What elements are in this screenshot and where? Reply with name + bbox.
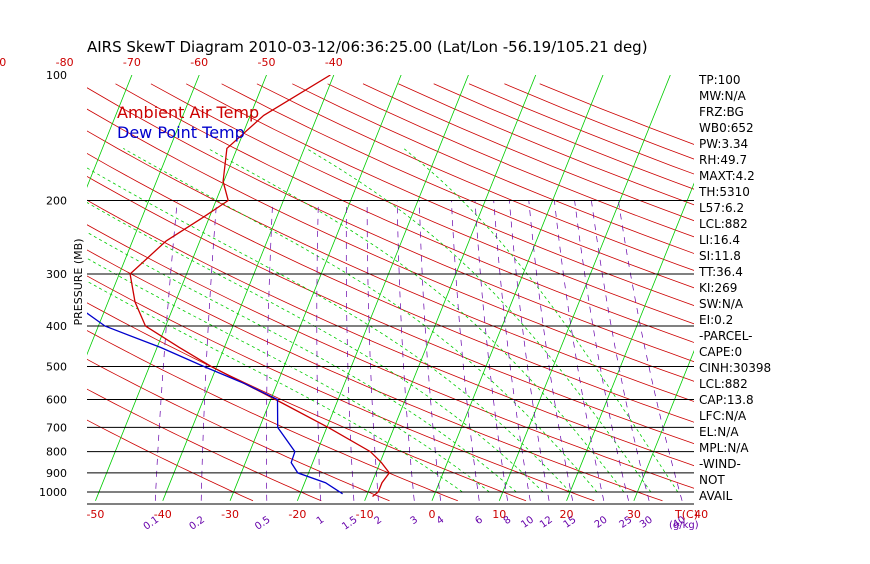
mixing-ratio-tick-label: 6 [473,514,485,527]
stability-index-item: CAPE:0 [699,345,742,359]
pressure-tick-label: 900 [46,467,67,480]
mixing-ratio-tick-label: 20 [593,514,610,530]
mixing-ratio-line [494,201,531,501]
stability-index-item: TT:36.4 [698,265,743,279]
chart-title: AIRS SkewT Diagram 2010-03-12/06:36:25.0… [87,38,648,56]
stability-index-item: SI:11.8 [699,249,741,263]
bottom-temp-tick-label: -10 [356,508,374,521]
bottom-temp-tick-label: -50 [86,508,104,521]
pressure-tick-label: 600 [46,393,67,406]
pressure-tick-label: 300 [46,268,67,281]
stability-index-item: MW:N/A [699,89,747,103]
dry-adiabat [222,84,870,501]
dry-adiabat [434,84,870,501]
stability-index-item: FRZ:BG [699,105,744,119]
isotherm [0,66,1,501]
stability-index-item: MPL:N/A [699,441,749,455]
dry-adiabat [186,84,870,501]
dry-adiabat [0,84,390,501]
dry-adiabat [469,84,870,501]
stability-index-item: CINH:30398 [699,361,771,375]
top-temp-tick-label: -80 [56,56,74,69]
stability-index-item: RH:49.7 [699,153,747,167]
stability-index-item: KI:269 [699,281,737,295]
dry-adiabat [0,84,321,501]
moist-adiabat [0,148,462,492]
pressure-tick-label: 100 [46,69,67,82]
legend-ambient-air-temp: Ambient Air Temp [117,103,259,122]
mixing-ratio-tick-label: 12 [538,514,555,530]
stability-index-item: PW:3.34 [699,137,748,151]
stability-index-item: EI:0.2 [699,313,733,327]
dry-adiabat [0,84,594,501]
stability-index-item: LFC:N/A [699,409,747,423]
stability-index-item: LCL:882 [699,377,748,391]
mixing-ratio-unit-label: (g/kg) [669,520,699,531]
mixing-ratio-tick-label: 3 [408,514,420,527]
stability-index-item: -WIND- [699,457,741,471]
pressure-tick-label: 200 [46,195,67,208]
stability-index-item: EL:N/A [699,425,739,439]
mixing-ratio-line [554,201,603,501]
top-temp-tick-label: -90 [0,56,6,69]
stability-indices: TP:100 MW:N/A FRZ:BG WB0:652 PW:3.34 RH:49.7 M… [698,73,771,503]
isotherm [297,66,472,501]
mixing-ratio-line [591,201,649,501]
mixing-ratio-tick-label: 10 [519,514,536,530]
mixing-ratio-tick-label: 0.2 [188,514,207,532]
isotherm [0,66,68,501]
isotherm [432,66,607,501]
pressure-tick-label: 1000 [39,486,67,499]
mixing-ratio-tick-label: 1 [315,514,327,527]
mixing-ratio-line [509,201,549,501]
stability-index-item: AVAIL [699,489,733,503]
mixing-ratio-tick-label: 4 [435,514,447,527]
bottom-temp-tick-label: -20 [288,508,306,521]
stability-index-item: L57:6.2 [699,201,744,215]
mixing-ratio-line [201,201,217,501]
mixing-ratio-line [367,201,378,501]
dry-adiabat [80,84,870,501]
legend-dew-point-temp: Dew Point Temp [117,123,245,142]
mixing-ratio-tick-label: 0.5 [253,514,272,532]
moist-adiabat [404,148,678,492]
top-temp-ticks: -120-110-100-90-80-70-60-50-40 [0,56,343,69]
pressure-tick-label: 700 [46,421,67,434]
stability-index-item: SW:N/A [699,297,744,311]
top-temp-tick-label: -50 [258,56,276,69]
top-temp-tick-label: -60 [190,56,208,69]
isotherm [836,66,870,501]
mixing-ratio-tick-label: 8 [502,514,514,527]
pressure-tick-label: 400 [46,320,67,333]
y-axis-label: PRESSURE (MB) [72,239,85,326]
mixing-ratio-line [317,201,321,501]
stability-index-item: LCL:882 [699,217,748,231]
bottom-temp-tick-label: -30 [221,508,239,521]
mixing-ratio-line [266,201,272,501]
stability-index-item: MAXT:4.2 [699,169,755,183]
mixing-ratio-tick-label: 2 [373,514,385,527]
isotherm [499,66,674,501]
isotherm [230,66,405,501]
stability-index-item: NOT [699,473,725,487]
stability-index-item: WB0:652 [699,121,754,135]
mixing-ratio-line [419,201,440,501]
top-temp-tick-label: -40 [325,56,343,69]
stability-index-item: CAP:13.8 [699,393,754,407]
stability-index-item: -PARCEL- [699,329,753,343]
legend: Ambient Air Temp Dew Point Temp [117,103,259,142]
pressure-tick-label: 800 [46,446,67,459]
stability-index-item: TP:100 [698,73,741,87]
pressure-tick-label: 500 [46,360,67,373]
isobar-layer [87,201,694,504]
stability-index-item: LI:16.4 [699,233,740,247]
top-temp-tick-label: -70 [123,56,141,69]
pressure-ticks: 100 200 300 400 500 600 700 800 900 1000 [39,69,67,499]
dry-adiabat [0,84,662,501]
stability-index-item: TH:5310 [698,185,750,199]
isotherm [768,66,870,501]
